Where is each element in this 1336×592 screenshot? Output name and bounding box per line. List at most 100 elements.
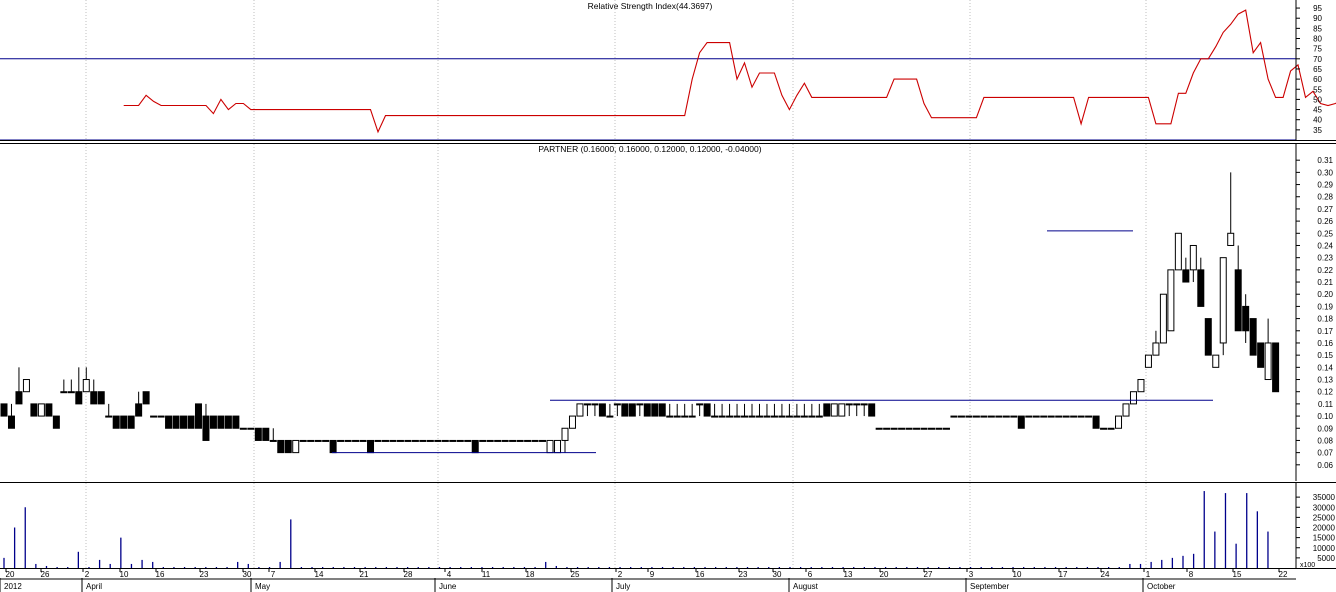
candle-body — [643, 403, 651, 417]
candle — [583, 403, 591, 417]
candle-body — [1100, 427, 1108, 430]
candle — [1129, 391, 1137, 405]
candle-body — [209, 415, 217, 429]
candle-body — [830, 403, 838, 417]
x-day-label: 30 — [243, 570, 252, 579]
candle — [30, 403, 38, 417]
candle-body — [1197, 269, 1205, 307]
candle — [546, 439, 554, 454]
x-day-label: 6 — [808, 570, 813, 579]
candle-body — [561, 427, 569, 441]
candle — [359, 439, 367, 442]
candle-body — [928, 427, 936, 430]
candle — [980, 415, 988, 418]
candle-body — [509, 439, 517, 442]
volume-tick-label: 35000 — [1313, 493, 1336, 502]
candle — [1257, 342, 1265, 368]
price-tick-label: 0.09 — [1317, 424, 1333, 433]
candle — [883, 427, 891, 430]
candle-body — [284, 439, 292, 454]
panel-frames — [0, 0, 1336, 569]
candle — [770, 403, 778, 418]
candle — [666, 403, 674, 418]
x-day-label: 3 — [969, 570, 974, 579]
candle — [643, 403, 651, 417]
candle-body — [1107, 427, 1115, 430]
candle-body — [97, 391, 105, 405]
candle-body — [7, 415, 15, 429]
candle-body — [1189, 244, 1197, 271]
candle-body — [1002, 415, 1010, 418]
candle — [1272, 342, 1280, 393]
candle-body — [322, 439, 330, 442]
x-month-label: 2012 — [4, 582, 22, 591]
candle — [711, 403, 719, 418]
candle — [860, 403, 868, 417]
price-tick-label: 0.16 — [1317, 339, 1333, 348]
candle-body — [524, 439, 532, 442]
candle — [1204, 318, 1212, 356]
x-day-label: 16 — [696, 570, 705, 579]
candle-body — [1182, 269, 1190, 283]
candle-body — [1249, 318, 1257, 356]
candle — [1077, 415, 1085, 418]
x-day-label: 1 — [1146, 570, 1151, 579]
candle-body — [935, 427, 943, 430]
candle-body — [232, 415, 240, 429]
candle-body — [1234, 269, 1242, 332]
price-tick-label: 0.12 — [1317, 388, 1333, 397]
candle-body — [1077, 415, 1085, 418]
candle-body — [381, 439, 389, 442]
candle-body — [239, 427, 247, 430]
x-day-label: 27 — [924, 570, 933, 579]
candle — [898, 427, 906, 430]
candle-body — [1085, 415, 1093, 418]
x-day-label: 4 — [447, 570, 452, 579]
candle — [800, 403, 808, 418]
candle-body — [741, 415, 749, 418]
candle — [1047, 415, 1055, 418]
candle — [105, 403, 113, 418]
candle — [935, 427, 943, 430]
candle — [1070, 415, 1078, 418]
candle — [471, 439, 479, 454]
candle-body — [905, 427, 913, 430]
x-day-label: 23 — [200, 570, 209, 579]
volume-tick-label: 30000 — [1313, 503, 1336, 512]
candle-body — [539, 439, 547, 442]
candle — [845, 403, 853, 417]
x-month-label: May — [255, 582, 270, 591]
candle — [180, 415, 188, 429]
candle — [224, 415, 232, 429]
candle — [501, 439, 509, 442]
x-day-label: 8 — [1189, 570, 1194, 579]
x-month-label: July — [616, 582, 630, 591]
candle-body — [965, 415, 973, 418]
candle-body — [426, 439, 434, 442]
candle — [1227, 172, 1235, 246]
candle-body — [972, 415, 980, 418]
candle — [1212, 354, 1220, 368]
price-tick-label: 0.29 — [1317, 181, 1333, 190]
candle-body — [1092, 415, 1100, 429]
candle — [307, 439, 315, 442]
candle-body — [613, 403, 621, 406]
candle-body — [494, 439, 502, 442]
price-tick-label: 0.15 — [1317, 351, 1333, 360]
candle — [554, 439, 562, 454]
candle — [524, 439, 532, 442]
candle-body — [352, 439, 360, 442]
candle — [277, 439, 285, 454]
candle — [172, 415, 180, 429]
candle-body — [950, 415, 958, 418]
candle — [950, 415, 958, 418]
candle-body — [1257, 342, 1265, 368]
candle-body — [778, 415, 786, 418]
candle — [1017, 415, 1025, 429]
candle-body — [187, 415, 195, 429]
candle-body — [464, 439, 472, 442]
candle-body — [1032, 415, 1040, 418]
candle — [1040, 415, 1048, 418]
candle-body — [853, 403, 861, 406]
